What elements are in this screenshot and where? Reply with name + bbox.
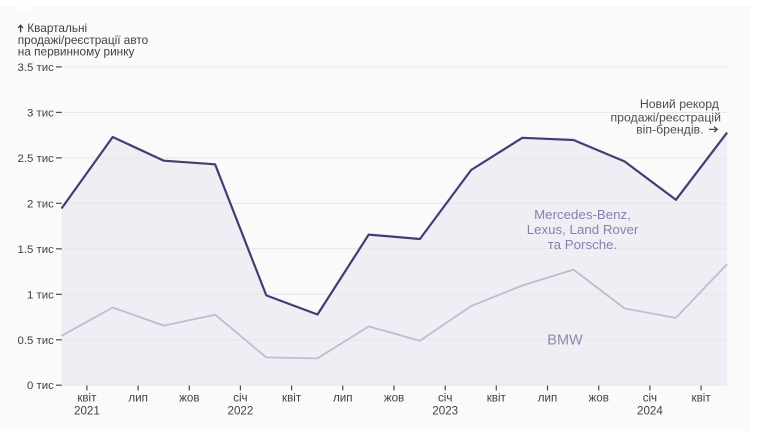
svg-text:0.5 тис: 0.5 тис (18, 335, 55, 347)
svg-text:на первинному ринку: на первинному ринку (18, 45, 135, 59)
svg-text:жов: жов (179, 392, 199, 405)
svg-text:та Porsche.: та Porsche. (548, 237, 618, 252)
svg-text:3.5 тис: 3.5 тис (18, 62, 55, 74)
svg-text:продажі/реєстрації авто: продажі/реєстрації авто (18, 33, 149, 47)
svg-text:квіт: квіт (77, 392, 97, 405)
svg-text:2024: 2024 (637, 405, 663, 418)
svg-text:2.5 тис: 2.5 тис (18, 153, 55, 165)
svg-text:січ: січ (643, 392, 657, 405)
svg-text:Mercedes-Benz,: Mercedes-Benz, (534, 207, 631, 222)
svg-text:2022: 2022 (228, 405, 254, 418)
svg-text:лип: лип (538, 392, 558, 405)
svg-text:0 тис: 0 тис (27, 380, 54, 392)
svg-text:квіт: квіт (487, 392, 507, 405)
svg-text:Lexus, Land Rover: Lexus, Land Rover (527, 222, 639, 237)
svg-text:Квартальні: Квартальні (27, 21, 87, 35)
svg-text:1 тис: 1 тис (27, 289, 54, 301)
svg-text:жов: жов (589, 392, 609, 405)
svg-text:3 тис: 3 тис (27, 107, 54, 119)
svg-text:лип: лип (128, 392, 148, 405)
svg-text:2021: 2021 (74, 405, 100, 418)
svg-text:Новий рекорд: Новий рекорд (640, 97, 719, 111)
svg-text:січ: січ (233, 392, 247, 405)
svg-text:BMW: BMW (547, 333, 583, 349)
svg-text:віп-брендів.: віп-брендів. (636, 123, 703, 137)
svg-text:жов: жов (384, 392, 404, 405)
svg-text:продажі/реєстрацій: продажі/реєстрацій (610, 110, 721, 124)
svg-text:2 тис: 2 тис (27, 198, 54, 210)
svg-text:січ: січ (438, 392, 452, 405)
svg-text:лип: лип (333, 392, 353, 405)
svg-text:2023: 2023 (432, 405, 458, 418)
svg-text:квіт: квіт (692, 392, 712, 405)
svg-text:1.5 тис: 1.5 тис (18, 244, 55, 256)
svg-text:квіт: квіт (282, 392, 302, 405)
